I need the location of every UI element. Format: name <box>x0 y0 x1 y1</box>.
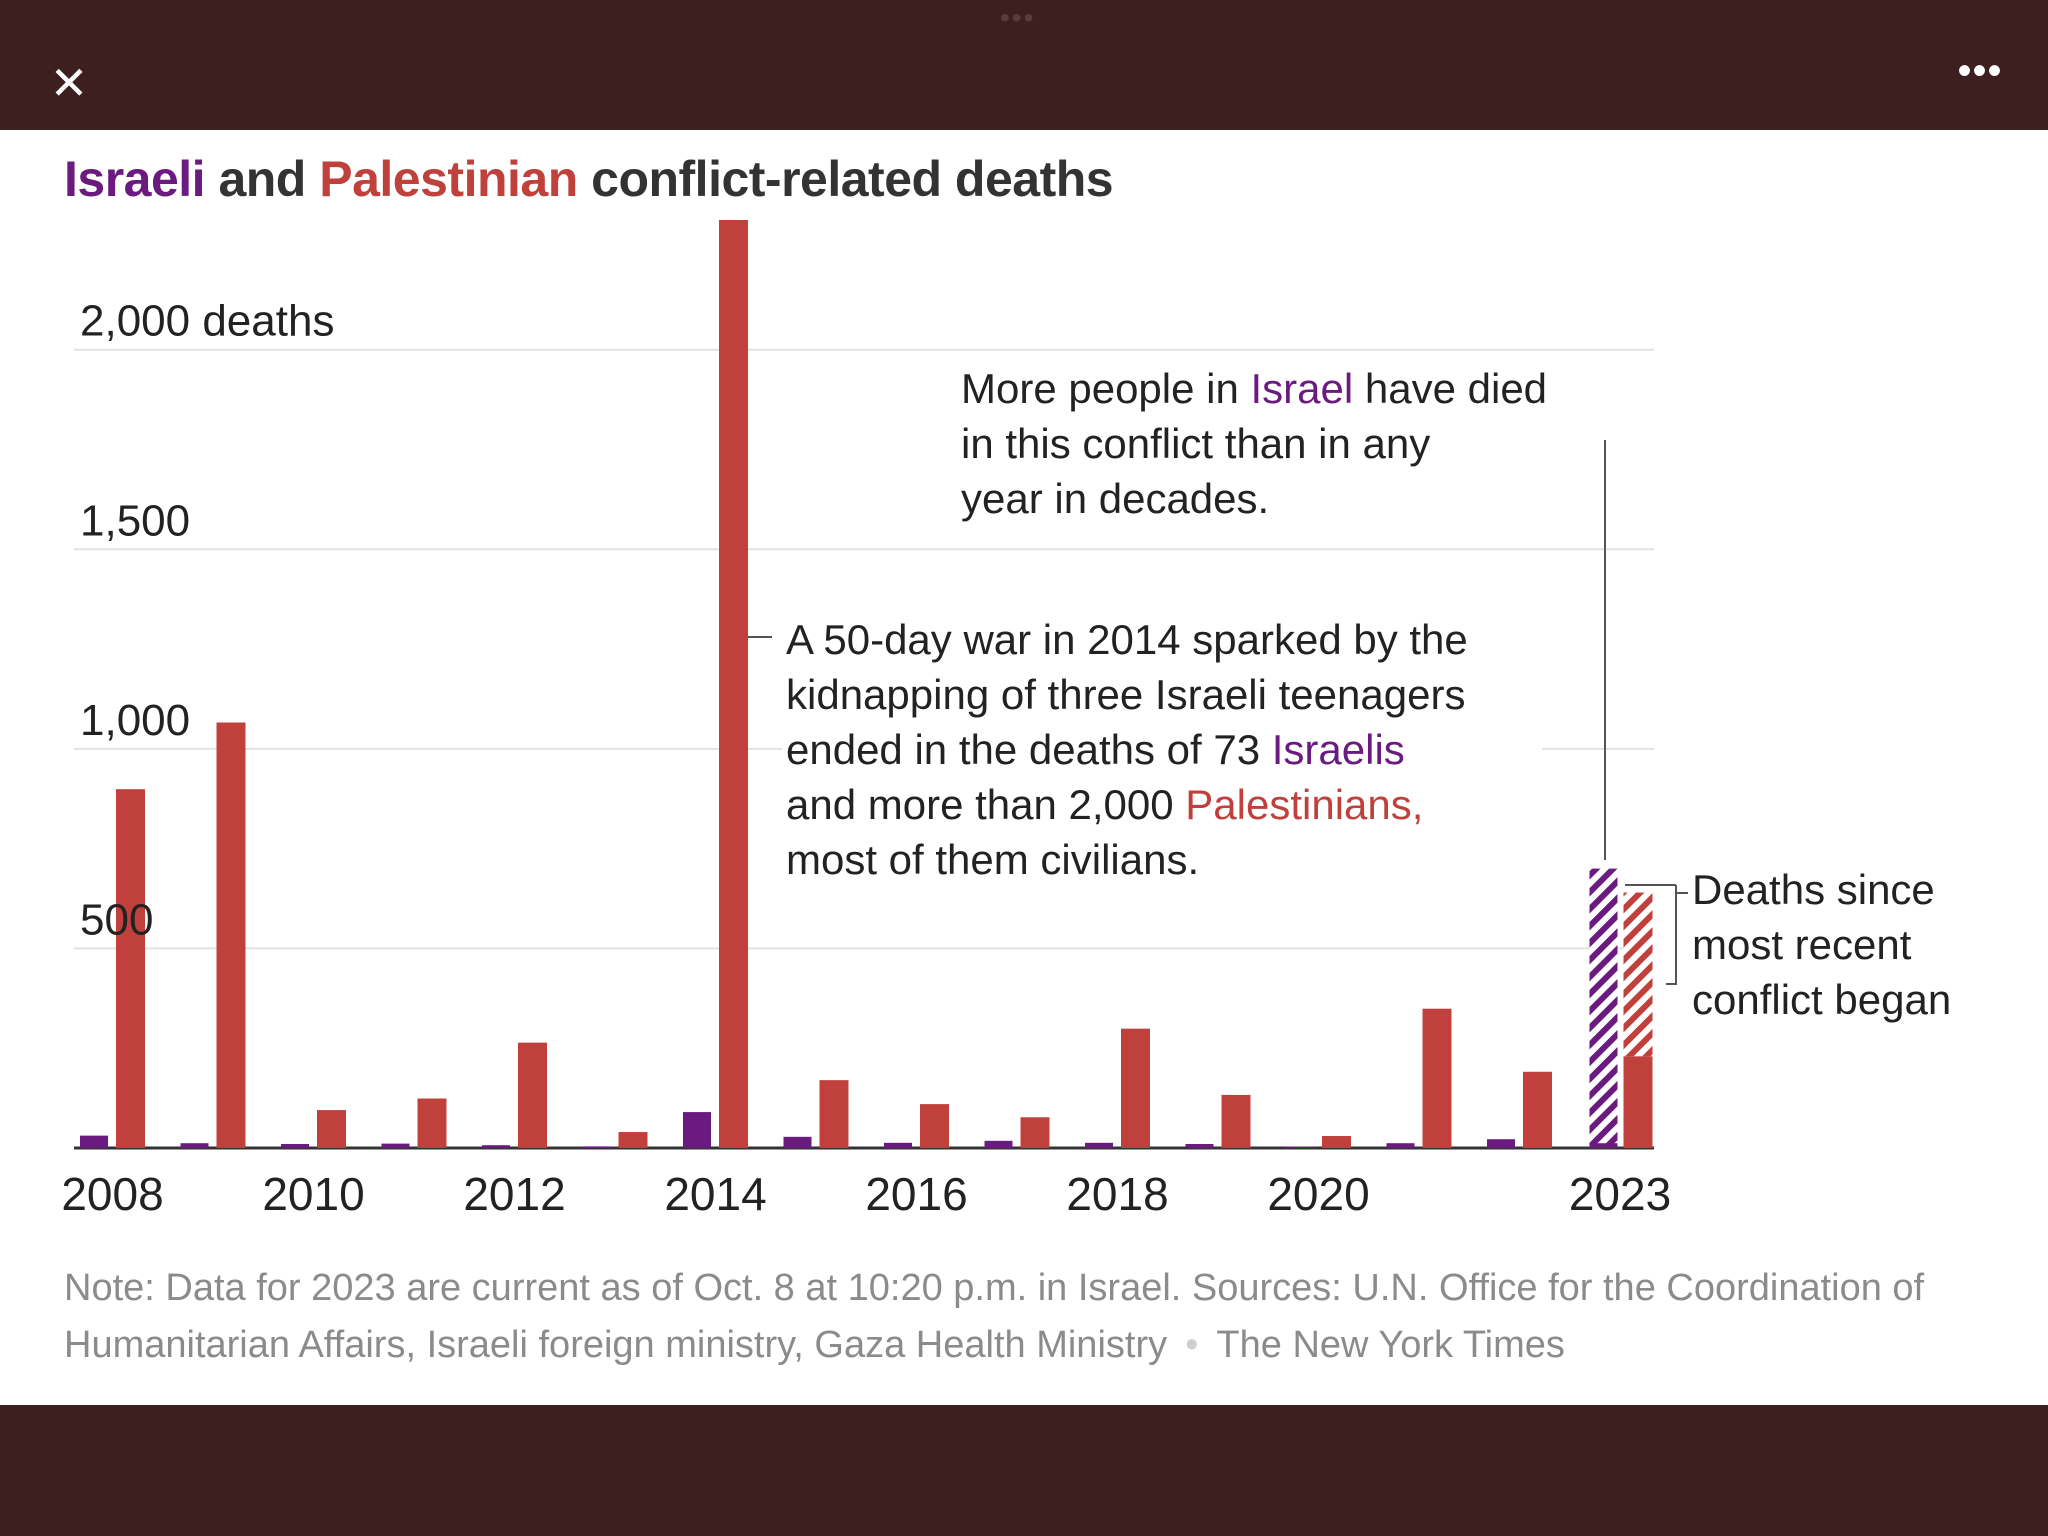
x-tick-label-2010: 2010 <box>262 1168 364 1220</box>
recent-bracket <box>1625 884 1688 985</box>
x-tick-label-2008: 2008 <box>61 1168 163 1220</box>
bar-israeli-2020 <box>1286 1146 1314 1148</box>
x-tick-label-2016: 2016 <box>865 1168 967 1220</box>
bar-israeli-2019 <box>1185 1144 1214 1148</box>
bar-palestinian-2015 <box>819 1080 849 1148</box>
bar-palestinian-2019 <box>1221 1094 1251 1148</box>
bars <box>80 219 1653 1148</box>
bar-israeli-2023-base <box>1589 1143 1618 1148</box>
bar-palestinian-2011 <box>417 1098 447 1148</box>
note-text: Note: Data for 2023 are current as of Oc… <box>64 1267 1925 1366</box>
bar-palestinian-2013 <box>618 1132 648 1148</box>
bar-israeli-2012 <box>482 1145 510 1148</box>
bar-palestinian-2023-base <box>1623 1056 1653 1148</box>
separator-dot: • <box>1185 1324 1199 1366</box>
bar-palestinian-2016 <box>920 1104 949 1148</box>
x-axis-labels: 2008 2010 2012 2014 2016 2018 2020 2023 <box>61 1168 1671 1220</box>
title-rest: conflict-related deaths <box>577 151 1114 207</box>
annotation-war-2014: A 50-day war in 2014 sparked by the kidn… <box>786 616 1479 883</box>
bar-palestinian-2014 <box>719 219 748 1148</box>
y-tick-label-1000: 1,000 <box>80 696 190 745</box>
y-axis-labels: 500 1,000 1,500 2,000 deaths <box>80 297 334 945</box>
bar-israeli-2014 <box>683 1112 711 1148</box>
annotation-israel: More people in Israel have died in this … <box>961 365 1559 522</box>
bar-israeli-2011 <box>381 1143 410 1148</box>
annotation-leaders <box>748 440 1688 985</box>
bar-palestinian-2022 <box>1523 1071 1552 1148</box>
bar-palestinian-2018 <box>1121 1028 1150 1148</box>
x-tick-label-2014: 2014 <box>664 1168 766 1220</box>
bar-palestinian-2020 <box>1322 1136 1351 1148</box>
y-tick-label-2000: 2,000 deaths <box>80 297 334 346</box>
bar-palestinian-2008 <box>116 789 145 1148</box>
source-note: Note: Data for 2023 are current as of Oc… <box>64 1260 2004 1374</box>
x-tick-label-2018: 2018 <box>1066 1168 1168 1220</box>
y-tick-label-500: 500 <box>80 895 153 944</box>
title-palestinian: Palestinian <box>319 151 578 207</box>
viewer-bottom-bar <box>0 1405 2048 1536</box>
bar-israeli-2009 <box>180 1143 209 1148</box>
bar-palestinian-2021 <box>1422 1008 1452 1148</box>
bar-israeli-2013 <box>582 1146 611 1148</box>
bar-palestinian-2017 <box>1020 1117 1050 1148</box>
bar-palestinian-2012 <box>518 1042 547 1148</box>
bar-israeli-2016 <box>884 1142 912 1148</box>
x-tick-label-2023: 2023 <box>1569 1168 1671 1220</box>
bar-israeli-2017 <box>984 1140 1013 1148</box>
chart-title: Israeli and Palestinian conflict-related… <box>64 150 1114 208</box>
bar-israeli-2022 <box>1487 1139 1515 1148</box>
bar-palestinian-2010 <box>317 1110 346 1148</box>
viewer-top-bar: ••• ✕ ••• <box>0 0 2048 130</box>
war-annotation-mask <box>782 610 1542 890</box>
bar-palestinian-2009 <box>216 722 246 1148</box>
bar-israeli-2010 <box>281 1144 309 1148</box>
bar-israeli-2018 <box>1085 1142 1113 1148</box>
bar-israeli-2021 <box>1386 1143 1415 1148</box>
x-tick-label-2012: 2012 <box>463 1168 565 1220</box>
x-tick-label-2020: 2020 <box>1267 1168 1369 1220</box>
bar-israeli-2023-hatched <box>1589 868 1618 1148</box>
title-israeli: Israeli <box>64 151 206 207</box>
title-and: and <box>205 151 320 207</box>
bar-israeli-2008 <box>80 1135 108 1148</box>
close-icon[interactable]: ✕ <box>49 57 89 109</box>
y-tick-label-1500: 1,500 <box>80 496 190 545</box>
credit-text: The New York Times <box>1216 1324 1565 1366</box>
annotation-recent-conflict: Deaths since most recent conflict began <box>1692 866 1951 1023</box>
bar-palestinian-2023-hatched <box>1623 892 1653 1057</box>
bar-israeli-2015 <box>783 1136 812 1148</box>
